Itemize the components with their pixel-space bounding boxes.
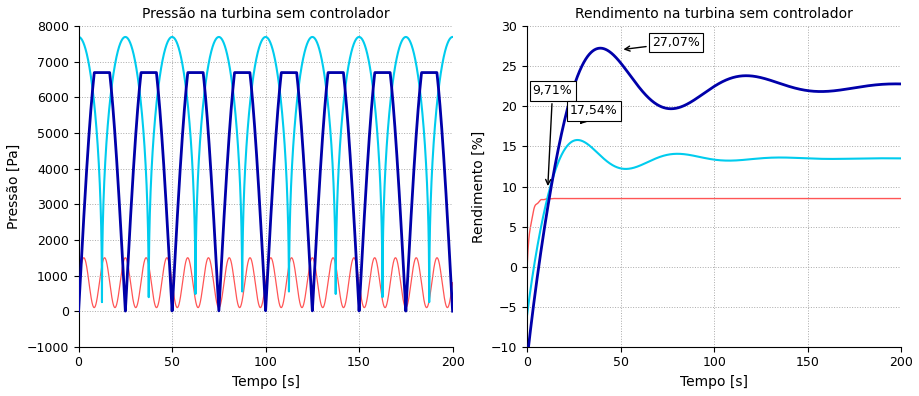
X-axis label: Tempo [s]: Tempo [s] xyxy=(679,375,747,389)
Y-axis label: Rendimento [%]: Rendimento [%] xyxy=(471,130,485,243)
Title: Rendimento na turbina sem controlador: Rendimento na turbina sem controlador xyxy=(574,7,852,21)
Text: 27,07%: 27,07% xyxy=(624,36,699,51)
Y-axis label: Pressão [Pa]: Pressão [Pa] xyxy=(7,144,21,229)
Text: 17,54%: 17,54% xyxy=(570,105,618,123)
Title: Pressão na turbina sem controlador: Pressão na turbina sem controlador xyxy=(142,7,389,21)
Text: 9,71%: 9,71% xyxy=(532,84,572,185)
X-axis label: Tempo [s]: Tempo [s] xyxy=(232,375,300,389)
